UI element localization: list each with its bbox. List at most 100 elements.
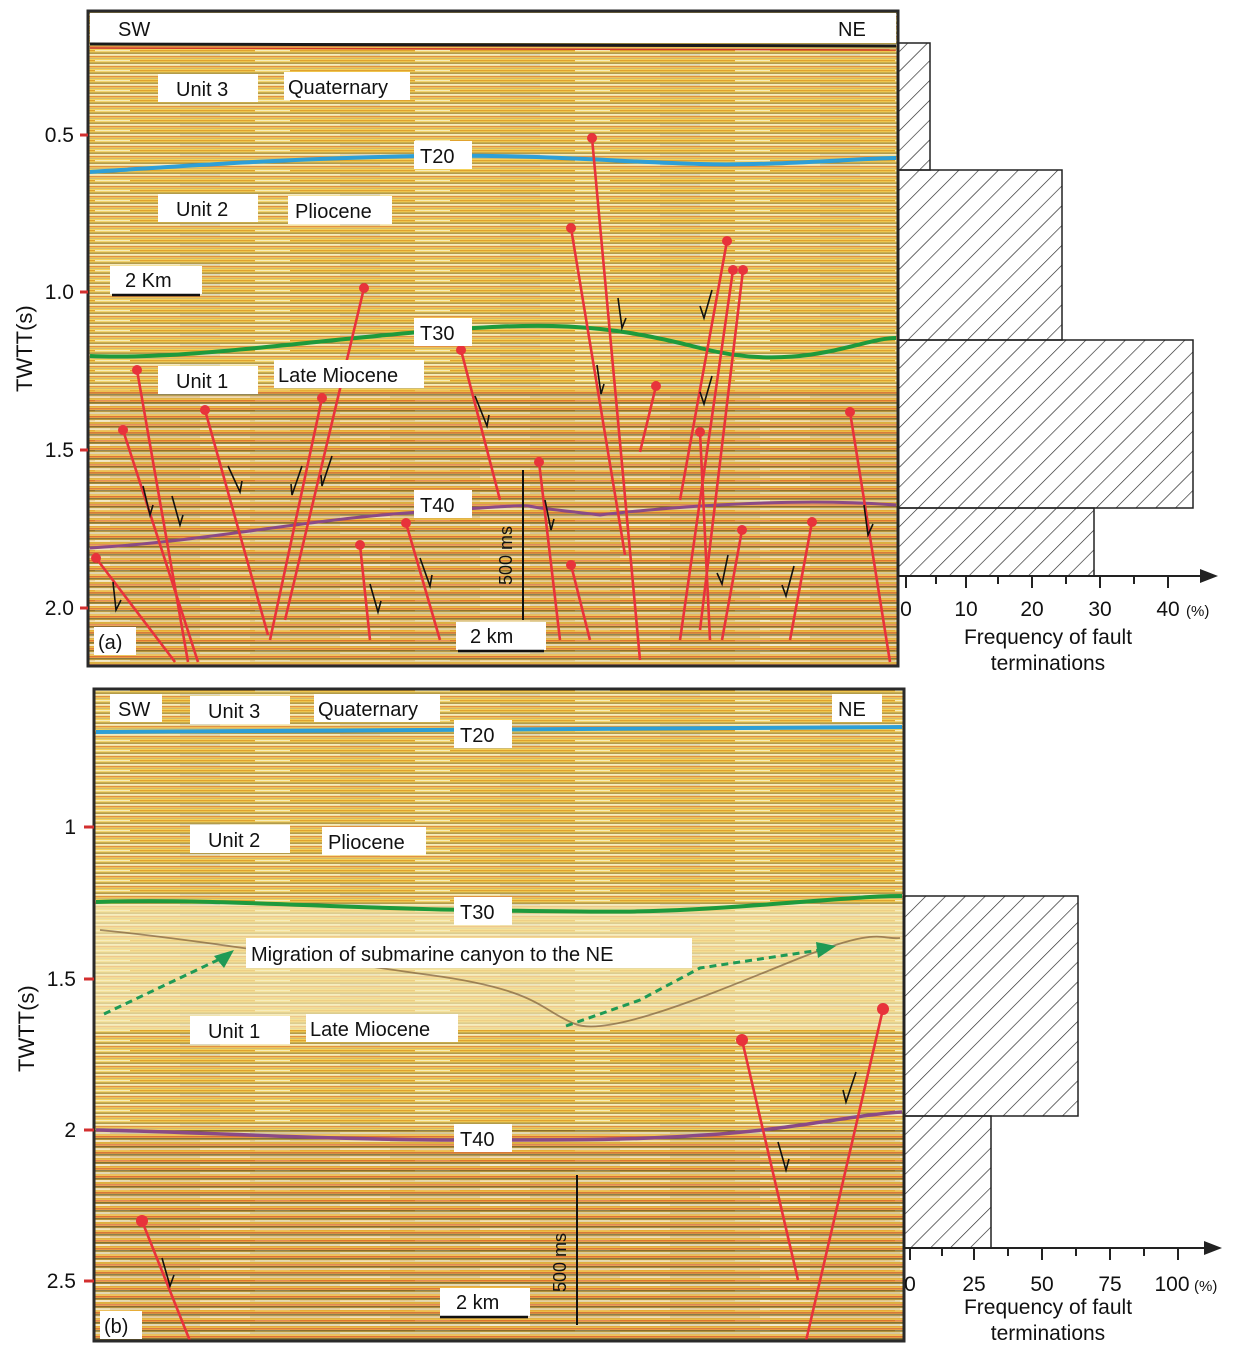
hist-b-xlabel-2: terminations (991, 1322, 1105, 1345)
unit1-b-box (190, 1016, 290, 1044)
fault-tip (136, 1215, 148, 1227)
age-pliocene-a: Pliocene (295, 201, 372, 223)
horizon-t30-b-line (95, 894, 903, 914)
scale-bottom-b-box (440, 1288, 530, 1316)
hist-a-ticklabel: 30 (1088, 598, 1111, 621)
panel-b-label: (b) (104, 1316, 128, 1338)
unit3-a-label: Unit 3 (176, 79, 228, 101)
fault-tip (587, 133, 597, 143)
hist-b-ticklabel: 50 (1030, 1273, 1053, 1296)
fault-tip (534, 457, 544, 467)
fault-tip (651, 381, 661, 391)
panel-a: 500 ms 2 Km 2 km Unit 3 Quaternary Unit … (12, 9, 1218, 675)
fault-a-7 (358, 544, 372, 641)
hist-a-unit: (%) (1186, 603, 1209, 620)
fault-tip (359, 283, 369, 293)
section-a-water (90, 13, 896, 43)
hist-a-ticklabel: 40 (1156, 598, 1179, 621)
t40-b-box (454, 1124, 512, 1152)
ytick-label-b-0: 1 (64, 816, 76, 839)
fault-a-13 (590, 137, 642, 661)
yaxis-label-b: TWTT(s) (14, 985, 39, 1072)
vscale-label-a: 500 ms (496, 526, 516, 585)
fault-tip (456, 345, 466, 355)
dir-ne-b-box (832, 694, 882, 722)
slip-arrow (227, 465, 243, 495)
fault-tip (355, 540, 365, 550)
age-pliocene-a-box (288, 196, 392, 224)
yaxis-b: 1 1.5 2 2.5 TWTT(s) (14, 816, 94, 1293)
fault-a-14 (638, 385, 658, 453)
slip-arrow (699, 289, 713, 321)
histogram-a: 0 10 20 30 40 (%) Frequency of fault ter… (897, 42, 1218, 675)
ytick-label-a-3: 2.0 (45, 597, 74, 620)
fault-b-3 (804, 1008, 885, 1342)
fault-a-20 (788, 521, 814, 641)
fault-tip (738, 265, 748, 275)
ytick-label-a-1: 1.0 (45, 281, 74, 304)
age-quaternary-b-box (314, 694, 440, 722)
canyon-migration-arrow-right (565, 948, 821, 1028)
canyon-arrowhead-left-icon (214, 950, 234, 968)
fault-a-9 (459, 349, 502, 501)
slip-arrow (142, 485, 154, 519)
fault-tip (737, 525, 747, 535)
fault-a-3 (135, 369, 190, 663)
hist-b-ticklabel: 100 (1154, 1273, 1189, 1296)
canyon-arrowhead-right-icon (816, 942, 836, 958)
histogram-b: 0 25 50 75 100 (%) Frequency of fault te… (903, 895, 1222, 1345)
ytick-label-b-1: 1.5 (47, 968, 76, 991)
horizon-t20-a: T20 (420, 146, 454, 168)
fault-a-2 (121, 429, 200, 663)
dir-ne-a-box (832, 14, 882, 42)
unit1-a-label: Unit 1 (176, 371, 228, 393)
yaxis-label-a: TWTT(s) (12, 305, 37, 392)
fault-tip (566, 223, 576, 233)
fault-tip (118, 425, 128, 435)
canyon-annotation-box (246, 938, 692, 968)
ytick-label-b-3: 2.5 (47, 1270, 76, 1293)
seafloor-a-red (89, 47, 897, 51)
fault-tip (695, 427, 705, 437)
unit3-b-box (190, 696, 290, 724)
fault-a-21 (848, 411, 892, 663)
fault-tips-b (136, 1003, 889, 1227)
horizon-t30-b: T30 (460, 902, 494, 924)
vscale-label-b: 500 ms (550, 1233, 570, 1292)
slip-arrow (290, 465, 303, 496)
unit2-b-label: Unit 2 (208, 830, 260, 852)
dir-sw-b: SW (118, 699, 150, 721)
dir-sw-a-box (110, 14, 162, 42)
age-quaternary-a-box (284, 72, 410, 100)
faults-b (140, 1008, 885, 1342)
horizon-t30-a-line (89, 323, 897, 360)
age-pliocene-b: Pliocene (328, 832, 405, 854)
hist-a-bar-4 (897, 507, 1095, 577)
slip-arrows-b (161, 1071, 857, 1289)
slip-arrow (617, 297, 627, 332)
fault-tip (728, 265, 738, 275)
fault-tips-a (91, 133, 855, 570)
fault-tip (807, 517, 817, 527)
hist-a-ticklabel: 20 (1020, 598, 1043, 621)
t30-b-box (454, 897, 512, 925)
horizon-t20-a-line (89, 153, 897, 174)
fault-a-8 (404, 522, 442, 641)
fault-tip (401, 518, 411, 528)
ytick-label-b-2: 2 (64, 1119, 76, 1142)
fault-tip (736, 1034, 748, 1046)
horizon-t40-a-line (89, 500, 897, 550)
slip-arrow (777, 1141, 790, 1173)
dir-sw-a: SW (118, 19, 150, 41)
hist-a-bar-3 (897, 339, 1194, 509)
canyon-migration-arrow-left (103, 956, 223, 1016)
fault-tip (566, 560, 576, 570)
fault-tip (722, 236, 732, 246)
age-latemiocene-b-box (306, 1014, 458, 1042)
fault-a-10 (537, 461, 562, 641)
panel-a-label: (a) (98, 632, 122, 654)
hist-b-ticklabel: 75 (1098, 1273, 1121, 1296)
fault-a-12 (569, 227, 627, 556)
horizon-t20-b: T20 (460, 725, 494, 747)
